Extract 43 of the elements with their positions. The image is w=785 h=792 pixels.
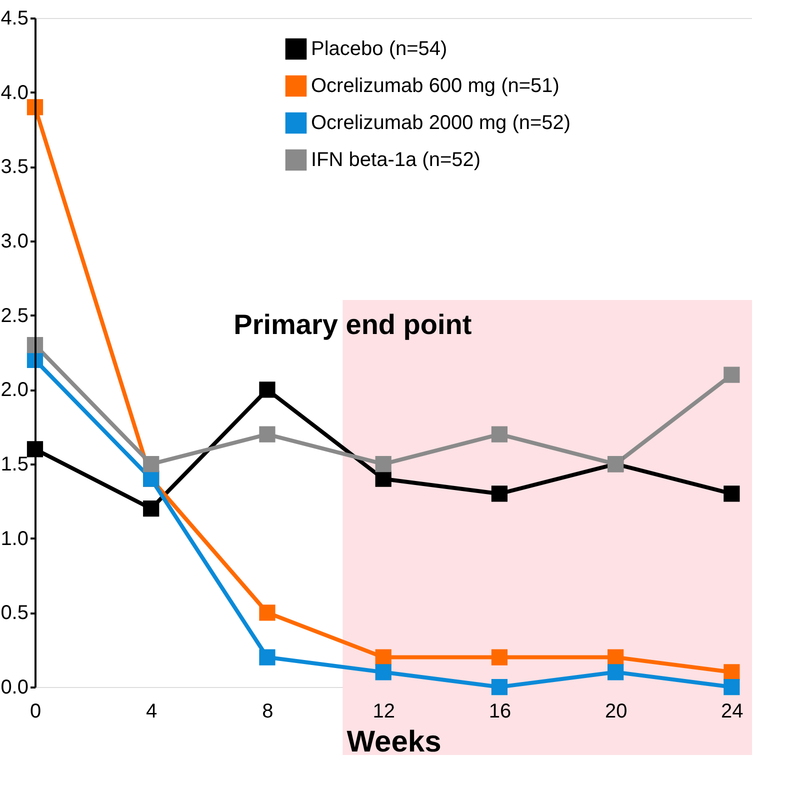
x-tick-label: 4 <box>146 700 158 722</box>
y-tick-label: 0.0 <box>0 676 28 698</box>
y-tick-label: 4.0 <box>0 82 28 104</box>
point <box>259 604 276 621</box>
point <box>724 664 740 680</box>
legend-label: IFN beta-1a (n=52) <box>311 149 481 171</box>
point <box>259 649 276 666</box>
point <box>608 649 624 666</box>
point <box>375 649 392 666</box>
x-tick-label: 24 <box>721 700 744 722</box>
legend-label: Placebo (n=54) <box>311 38 448 60</box>
y-tick-label: 3.0 <box>0 230 28 252</box>
point <box>375 456 392 472</box>
point <box>143 456 160 472</box>
x-tick-label: 12 <box>372 700 395 722</box>
legend-label: Ocrelizumab 600 mg (n=51) <box>311 75 560 97</box>
y-tick-label: 3.5 <box>0 156 28 178</box>
legend-label: Ocrelizumab 2000 mg (n=52) <box>311 112 571 134</box>
point <box>724 366 740 383</box>
point <box>491 678 508 696</box>
point <box>259 426 276 442</box>
point <box>143 500 160 517</box>
x-tick-label: 20 <box>604 700 628 722</box>
y-tick-label: 2.0 <box>0 379 28 402</box>
y-tick-label: 1.0 <box>0 528 28 550</box>
point <box>375 664 392 680</box>
band-label: Primary end point <box>234 309 472 340</box>
y-tick-label: 2.5 <box>0 304 28 327</box>
point <box>491 486 508 502</box>
point <box>724 678 740 696</box>
y-tick-label: 4.5 <box>0 8 28 30</box>
point <box>375 470 392 487</box>
x-axis-title: Weeks <box>346 726 442 758</box>
point <box>491 649 508 666</box>
point <box>491 426 508 442</box>
x-tick-label: 16 <box>488 700 512 722</box>
y-tick-label: 1.5 <box>0 454 28 476</box>
point <box>259 382 276 398</box>
y-tick-label: 0.5 <box>0 602 28 624</box>
point <box>724 486 740 502</box>
x-tick-label: 8 <box>262 700 274 722</box>
point <box>608 664 624 680</box>
x-tick-label: 0 <box>30 700 42 722</box>
